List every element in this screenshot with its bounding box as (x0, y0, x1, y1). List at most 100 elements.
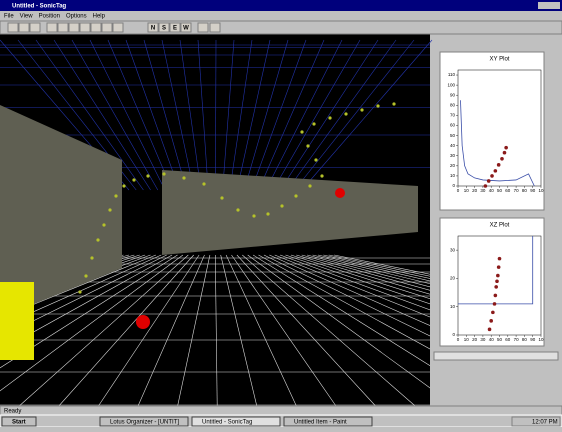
path-dot (114, 194, 117, 197)
plot-point (504, 146, 508, 150)
x-tick-label: 20 (472, 188, 478, 193)
taskbar (0, 415, 562, 427)
x-tick-label: 30 (480, 337, 486, 342)
path-dot (132, 178, 135, 181)
title-bar (0, 0, 562, 11)
tool-button[interactable] (198, 23, 208, 32)
menu-item[interactable]: Options (66, 14, 87, 20)
y-tick-label: 90 (450, 92, 456, 97)
path-dot (360, 108, 363, 111)
clock: 12:07 PM (532, 420, 558, 426)
plot-point (487, 179, 491, 183)
x-tick-label: 60 (505, 337, 511, 342)
y-tick-label: 20 (450, 276, 456, 281)
start-label: Start (12, 420, 26, 426)
task-label: Untitled - SonicTag (202, 420, 252, 426)
y-tick-label: 10 (450, 173, 456, 178)
tool-button[interactable] (30, 23, 40, 32)
red-sphere (136, 315, 150, 329)
tool-button[interactable] (47, 23, 57, 32)
plot-point (494, 294, 498, 298)
x-tick-label: 40 (489, 188, 495, 193)
y-tick-label: 80 (450, 102, 456, 107)
path-dot (294, 194, 297, 197)
plot-point (495, 279, 499, 283)
plot-point (496, 274, 500, 278)
tool-button[interactable] (58, 23, 68, 32)
tool-button[interactable] (8, 23, 18, 32)
path-dot (96, 238, 99, 241)
scrollbar[interactable] (434, 352, 558, 360)
plot-point (488, 328, 492, 332)
task-label: Lotus Organizer - [UNTIT] (110, 420, 179, 426)
x-tick-label: 80 (522, 337, 528, 342)
yellow-block (0, 282, 34, 360)
xy-plot-box (440, 52, 544, 210)
tool-button[interactable] (19, 23, 29, 32)
red-sphere (335, 188, 345, 198)
plot-point (494, 285, 498, 289)
plot-point (503, 151, 507, 155)
tool-button[interactable] (210, 23, 220, 32)
y-tick-label: 20 (450, 163, 456, 168)
menu-item[interactable]: Position (39, 14, 60, 20)
compass-label: N (151, 26, 155, 32)
plot-point (500, 157, 504, 161)
path-dot (392, 102, 395, 105)
y-tick-label: 60 (450, 123, 456, 128)
menu-item[interactable]: Help (93, 14, 106, 20)
menu-item[interactable]: View (20, 14, 34, 20)
path-dot (312, 122, 315, 125)
tool-button[interactable] (91, 23, 101, 32)
x-tick-label: 10 (538, 337, 544, 342)
x-tick-label: 90 (530, 337, 536, 342)
path-dot (202, 182, 205, 185)
y-tick-label: 40 (450, 143, 456, 148)
plot-title: XY Plot (490, 57, 510, 63)
tool-button[interactable] (102, 23, 112, 32)
plot-point (484, 184, 488, 188)
x-tick-label: 20 (472, 337, 478, 342)
y-tick-label: 110 (448, 72, 456, 77)
y-tick-label: 50 (450, 133, 456, 138)
plot-point (493, 302, 497, 306)
xz-plot-box (440, 218, 544, 346)
plot-point (491, 311, 495, 315)
y-tick-label: 30 (450, 153, 456, 158)
path-dot (78, 290, 81, 293)
plot-point (498, 257, 502, 261)
plot-point (489, 319, 493, 323)
plot-point (497, 163, 501, 167)
plot-point (497, 265, 501, 269)
x-tick-label: 10 (464, 337, 470, 342)
path-dot (300, 130, 303, 133)
path-dot (266, 212, 269, 215)
path-dot (252, 214, 255, 217)
window-title: Untitled - SonicTag (12, 4, 67, 10)
path-dot (280, 204, 283, 207)
x-tick-label: 80 (522, 188, 528, 193)
window-buttons[interactable] (538, 2, 560, 9)
y-tick-label: 70 (450, 113, 456, 118)
path-dot (344, 112, 347, 115)
x-tick-label: 10 (538, 188, 544, 193)
y-tick-label: 10 (450, 304, 456, 309)
path-dot (90, 256, 93, 259)
compass-label: W (183, 26, 189, 32)
x-tick-label: 70 (514, 337, 520, 342)
status-text: Ready (4, 409, 21, 415)
task-label: Untitled Item - Paint (294, 420, 347, 426)
tool-button[interactable] (80, 23, 90, 32)
path-dot (308, 184, 311, 187)
menu-item[interactable]: File (4, 14, 14, 20)
y-tick-label: 30 (450, 247, 456, 252)
tool-button[interactable] (113, 23, 123, 32)
path-dot (314, 158, 317, 161)
path-dot (102, 223, 105, 226)
path-dot (320, 174, 323, 177)
path-dot (162, 172, 165, 175)
x-tick-label: 30 (480, 188, 486, 193)
tool-button[interactable] (69, 23, 79, 32)
path-dot (376, 104, 379, 107)
